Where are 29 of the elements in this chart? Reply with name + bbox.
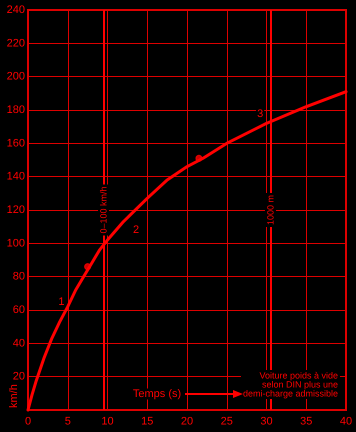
x-tick-label: 40	[340, 416, 352, 428]
x-tick-label: 10	[101, 416, 114, 428]
y-tick-label: 20	[12, 370, 25, 383]
y-tick-label: 160	[6, 137, 25, 150]
x-axis-title: Temps (s)	[132, 388, 182, 400]
y-tick-label: 100	[6, 237, 25, 250]
y-tick-label: 240	[6, 4, 25, 16]
x-tick-label: 25	[220, 416, 233, 428]
x-tick-label: 20	[180, 416, 194, 428]
x-tick-label: 35	[300, 416, 312, 428]
ref-line-label: 0–100 km/h	[98, 186, 109, 234]
y-tick-label: 120	[6, 204, 25, 216]
y-axis-title: km/h	[8, 384, 20, 408]
annotation: 3	[257, 108, 264, 120]
y-tick-label: 140	[6, 170, 25, 183]
x-tick-label: 15	[141, 416, 154, 428]
y-tick-label: 60	[12, 304, 25, 316]
annotation: 1	[58, 296, 64, 308]
y-tick-label: 180	[6, 104, 25, 116]
ref-line-label: 1000 m	[265, 194, 276, 226]
annotation: 2	[133, 224, 140, 236]
y-tick-label: 200	[6, 70, 25, 83]
annotation: Voiture poids à vide selon DIN plus une demi-charge admissible	[242, 370, 338, 398]
y-tick-label: 80	[12, 270, 25, 283]
y-tick-label: 220	[6, 37, 25, 50]
y-tick-label: 40	[12, 337, 25, 350]
x-tick-label: 30	[260, 416, 273, 428]
x-tick-label: 0	[24, 416, 32, 428]
x-tick-label: 5	[64, 416, 71, 428]
